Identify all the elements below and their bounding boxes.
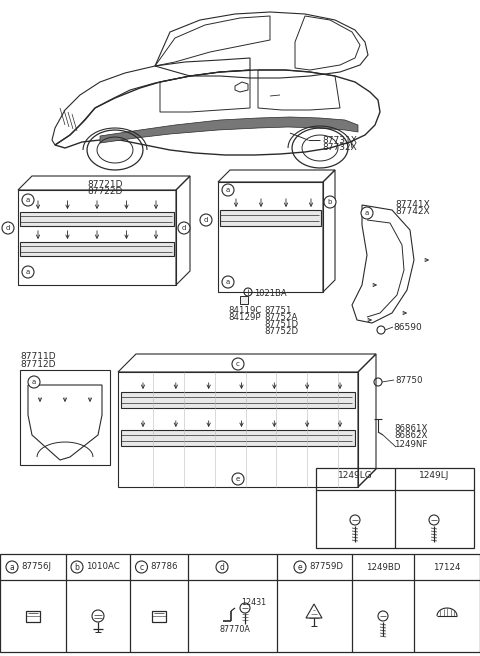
Text: 84119C: 84119C [228,306,262,315]
Text: 87750: 87750 [395,376,422,385]
Text: a: a [226,187,230,193]
Text: 1249NF: 1249NF [394,440,427,449]
Text: 87751D: 87751D [264,320,298,329]
Text: e: e [236,476,240,482]
Bar [218,182,323,292]
Bar [121,430,355,446]
Circle shape [429,515,439,525]
Text: d: d [219,562,225,571]
Circle shape [22,266,34,278]
Bar [20,212,174,226]
Text: a: a [32,379,36,385]
Text: 87731X: 87731X [322,136,357,145]
Text: 87722D: 87722D [87,187,123,196]
Polygon shape [100,117,358,143]
Text: 84129P: 84129P [228,313,261,322]
Text: 86861X: 86861X [394,424,427,433]
Circle shape [350,515,360,525]
Text: a: a [10,562,14,571]
Text: 1010AC: 1010AC [86,562,120,571]
Text: 12431: 12431 [241,598,266,607]
Bar [20,370,110,465]
Bar [220,210,321,226]
Text: c: c [139,562,144,571]
Text: 87752A: 87752A [264,313,298,322]
Text: a: a [365,210,369,216]
Text: b: b [74,562,79,571]
Text: d: d [204,217,208,223]
Text: 87712D: 87712D [20,360,56,369]
Bar [240,296,248,304]
Text: 1249BD: 1249BD [366,563,400,572]
Circle shape [2,222,14,234]
Bar [152,611,166,622]
Text: 86590: 86590 [393,323,422,332]
Circle shape [178,222,190,234]
Circle shape [378,611,388,621]
Text: e: e [298,562,302,571]
Circle shape [71,561,83,573]
Circle shape [200,214,212,226]
Circle shape [294,561,306,573]
Text: d: d [182,225,186,231]
Circle shape [361,207,373,219]
Text: 87732X: 87732X [322,143,357,152]
Bar [316,468,474,548]
Circle shape [222,184,234,196]
Text: 87751: 87751 [264,306,291,315]
Circle shape [6,561,18,573]
Circle shape [232,358,244,370]
Text: 87721D: 87721D [87,180,123,189]
Text: 87786: 87786 [151,562,178,571]
Bar [121,392,355,408]
Text: 87770A: 87770A [219,625,250,634]
Text: 87752D: 87752D [264,327,298,336]
Text: d: d [6,225,10,231]
Text: 87711D: 87711D [20,352,56,361]
Bar [18,190,176,285]
Text: 87759D: 87759D [309,562,343,571]
Circle shape [22,194,34,206]
Text: a: a [26,269,30,275]
Text: 87756J: 87756J [21,562,51,571]
Text: 1021BA: 1021BA [254,289,287,298]
Bar [0,554,480,652]
Circle shape [222,276,234,288]
Text: a: a [226,279,230,285]
Text: a: a [26,197,30,203]
Text: c: c [236,361,240,367]
Text: 17124: 17124 [433,563,461,572]
Circle shape [324,196,336,208]
Text: 87741X: 87741X [395,200,430,209]
Text: 1249LJ: 1249LJ [419,471,449,480]
Circle shape [28,376,40,388]
Circle shape [135,561,147,573]
Bar [20,242,174,256]
Text: b: b [328,199,332,205]
Text: 86862X: 86862X [394,431,427,440]
Circle shape [232,473,244,485]
Bar [118,372,358,487]
Text: 87742X: 87742X [395,207,430,216]
Text: 1249LG: 1249LG [337,471,372,480]
Bar [26,611,40,622]
Circle shape [216,561,228,573]
